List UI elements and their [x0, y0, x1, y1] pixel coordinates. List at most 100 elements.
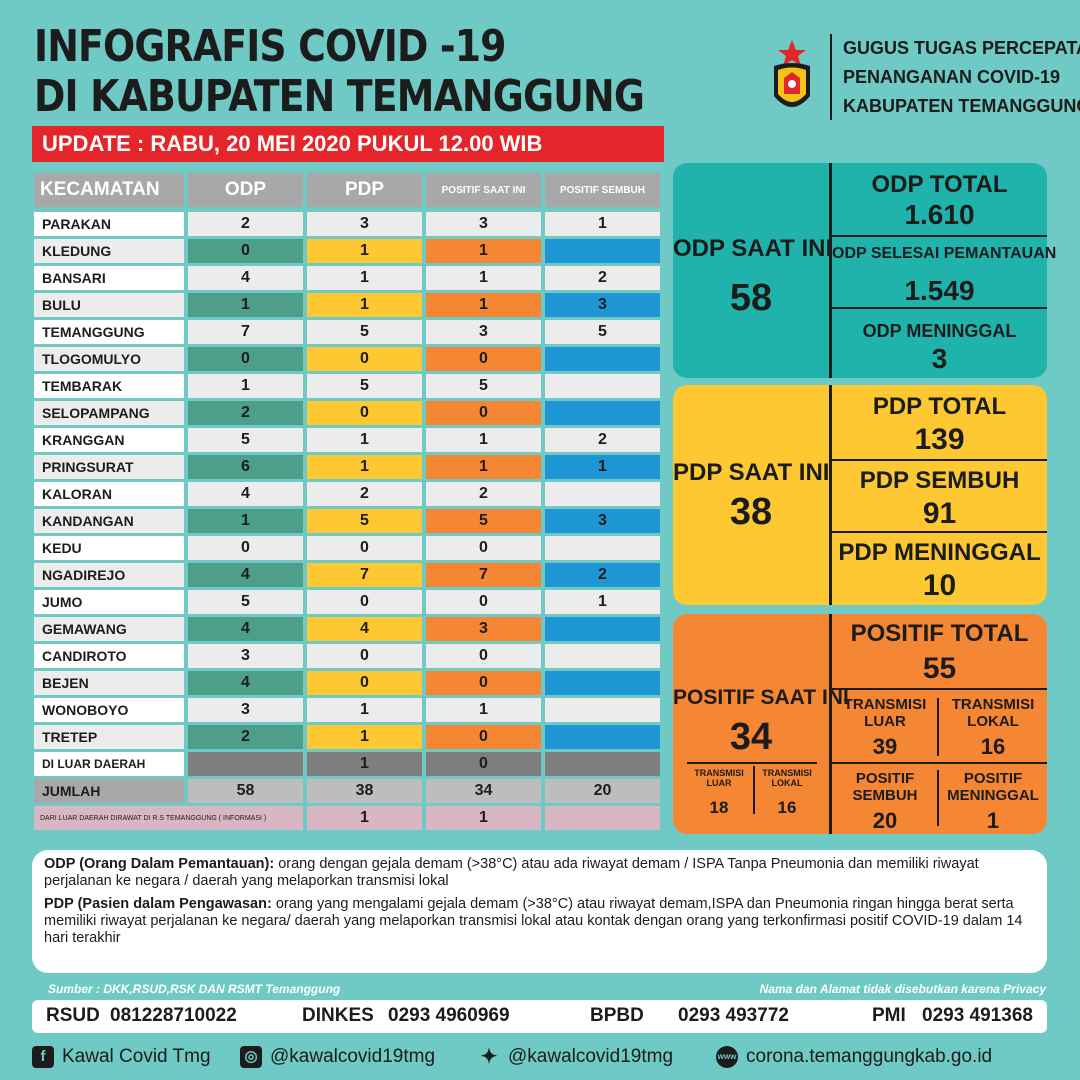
row-name: BANSARI — [34, 266, 184, 290]
cell-pdp: 0 — [307, 401, 422, 425]
divider — [832, 688, 1047, 690]
cell-odp — [188, 752, 303, 776]
header-positif-saat-ini: POSITIF SAAT INI — [426, 173, 541, 207]
cell-sembuh — [545, 806, 660, 830]
cell-sembuh: 5 — [545, 320, 660, 344]
table-row: GEMAWANG 4 4 3 — [34, 616, 666, 643]
facebook-icon: f — [32, 1046, 54, 1068]
row-name: WONOBOYO — [34, 698, 184, 722]
cell-odp: 4 — [188, 266, 303, 290]
table-row: PRINGSURAT 6 1 1 1 — [34, 454, 666, 481]
org-line-3: KABUPATEN TEMANGGUNG — [843, 96, 1080, 116]
divider — [832, 531, 1047, 533]
pdp-meninggal-label: PDP MENINGGAL — [838, 539, 1041, 566]
divider — [687, 762, 817, 764]
cell-positif: 0 — [426, 536, 541, 560]
odp-text: orang dengan gejala demam (>38°C) atau a… — [44, 856, 979, 889]
cell-sembuh: 1 — [545, 212, 660, 236]
cell-positif: 0 — [426, 590, 541, 614]
cell-pdp: 1 — [307, 239, 422, 263]
table-row-info: DARI LUAR DAERAH DIRAWAT DI R.S TEMANGGU… — [34, 805, 666, 832]
cell-sembuh — [545, 644, 660, 668]
cell-pdp: 2 — [307, 482, 422, 506]
pdp-sembuh-value: 91 — [922, 497, 957, 530]
pos-tl-small-label: TRANSMISI LUAR — [694, 768, 744, 788]
contact-pmi-phone[interactable]: 0293 491368 — [922, 1005, 1033, 1026]
row-name: SELOPAMPANG — [34, 401, 184, 425]
web-link[interactable]: www corona.temanggungkab.go.id — [716, 1046, 992, 1068]
pdp-total-label: PDP TOTAL — [872, 393, 1007, 420]
org-line-1: GUGUS TUGAS PERCEPATAN — [843, 38, 1080, 58]
row-name: GEMAWANG — [34, 617, 184, 641]
table-row: KRANGGAN 5 1 1 2 — [34, 427, 666, 454]
title-line-2: DI KABUPATEN TEMANGGUNG — [34, 71, 645, 122]
odp-selesai-value: 1.549 — [904, 275, 975, 306]
odp-meninggal-value: 3 — [931, 343, 948, 374]
instagram-link[interactable]: ◎ @kawalcovid19tmg — [240, 1046, 435, 1068]
cell-odp: 1 — [188, 293, 303, 317]
odp-selesai-label: ODP SELESAI PEMANTAUAN — [832, 245, 1057, 262]
positif-total-label: POSITIF TOTAL — [850, 620, 1029, 647]
cell-odp: 0 — [188, 239, 303, 263]
instagram-handle: @kawalcovid19tmg — [270, 1046, 436, 1067]
odp-panel: ODP SAAT INI 58 ODP TOTAL 1.610 ODP SELE… — [673, 163, 1057, 378]
twitter-link[interactable]: ✦ @kawalcovid19tmg — [478, 1046, 673, 1068]
cell-odp: 3 — [188, 698, 303, 722]
cell-pdp: 0 — [307, 590, 422, 614]
cell-positif: 0 — [426, 347, 541, 371]
cell-pdp: 5 — [307, 374, 422, 398]
contact-bpbd-phone[interactable]: 0293 493772 — [678, 1005, 789, 1026]
header-kecamatan: KECAMATAN — [34, 173, 184, 207]
table-body: PARAKAN 2 3 3 1 KLEDUNG 0 1 1 BANSARI 4 1 1 2 BULU 1 1 1 3… — [34, 211, 666, 751]
row-name: JUMO — [34, 590, 184, 614]
cell-positif: 0 — [426, 752, 541, 776]
title-line-1: INFOGRAFIS COVID -19 — [34, 21, 507, 72]
cell-odp: 2 — [188, 212, 303, 236]
positif-meninggal-value: 1 — [986, 808, 1000, 833]
cell-odp: 3 — [188, 644, 303, 668]
facebook-link[interactable]: f Kawal Covid Tmg — [32, 1046, 211, 1068]
cell-sembuh: 1 — [545, 455, 660, 479]
contact-rsud-phone[interactable]: 081228710022 — [110, 1005, 237, 1026]
cell-sembuh: 2 — [545, 563, 660, 587]
cell-sembuh — [545, 752, 660, 776]
cell-odp: 0 — [188, 536, 303, 560]
row-name: TEMANGGUNG — [34, 320, 184, 344]
pos-tk-small-value: 16 — [777, 798, 797, 817]
contact-dinkes-phone[interactable]: 0293 4960969 — [388, 1005, 510, 1026]
row-name: JUMLAH — [34, 779, 184, 803]
divider — [832, 235, 1047, 237]
positif-total-value: 55 — [922, 652, 957, 685]
cell-odp: 7 — [188, 320, 303, 344]
table-row: CANDIROTO 3 0 0 — [34, 643, 666, 670]
web-url: corona.temanggungkab.go.id — [746, 1046, 993, 1067]
cell-pdp: 1 — [307, 698, 422, 722]
cell-pdp: 1 — [307, 752, 422, 776]
cell-odp: 2 — [188, 401, 303, 425]
cell-pdp: 1 — [307, 455, 422, 479]
table-row: JUMO 5 0 0 1 — [34, 589, 666, 616]
odp-term: ODP (Orang Dalam Pemantauan): — [44, 856, 275, 872]
row-name: KANDANGAN — [34, 509, 184, 533]
header-odp: ODP — [188, 173, 303, 207]
row-name: PRINGSURAT — [34, 455, 184, 479]
table-row: KALORAN 4 2 2 — [34, 481, 666, 508]
table-row-luar-daerah: DI LUAR DAERAH 1 0 — [34, 751, 666, 778]
cell-positif: 0 — [426, 671, 541, 695]
cell-pdp: 5 — [307, 320, 422, 344]
cell-sembuh — [545, 239, 660, 263]
privacy-note: Nama dan Alamat tidak disebutkan karena … — [759, 982, 1046, 996]
cell-odp: 0 — [188, 347, 303, 371]
row-name: NGADIREJO — [34, 563, 184, 587]
cell-odp: 5 — [188, 590, 303, 614]
positif-luar-value: 39 — [872, 734, 898, 759]
table-row: TLOGOMULYO 0 0 0 — [34, 346, 666, 373]
cell-pdp: 0 — [307, 536, 422, 560]
org-line-2: PENANGANAN COVID-19 — [843, 67, 1061, 87]
twitter-handle: @kawalcovid19tmg — [508, 1046, 674, 1067]
definitions-box: ODP (Orang Dalam Pemantauan): orang deng… — [32, 850, 1047, 973]
table-row: KEDU 0 0 0 — [34, 535, 666, 562]
cell-positif: 3 — [426, 212, 541, 236]
table-row: KANDANGAN 1 5 5 3 — [34, 508, 666, 535]
cell-positif: 7 — [426, 563, 541, 587]
